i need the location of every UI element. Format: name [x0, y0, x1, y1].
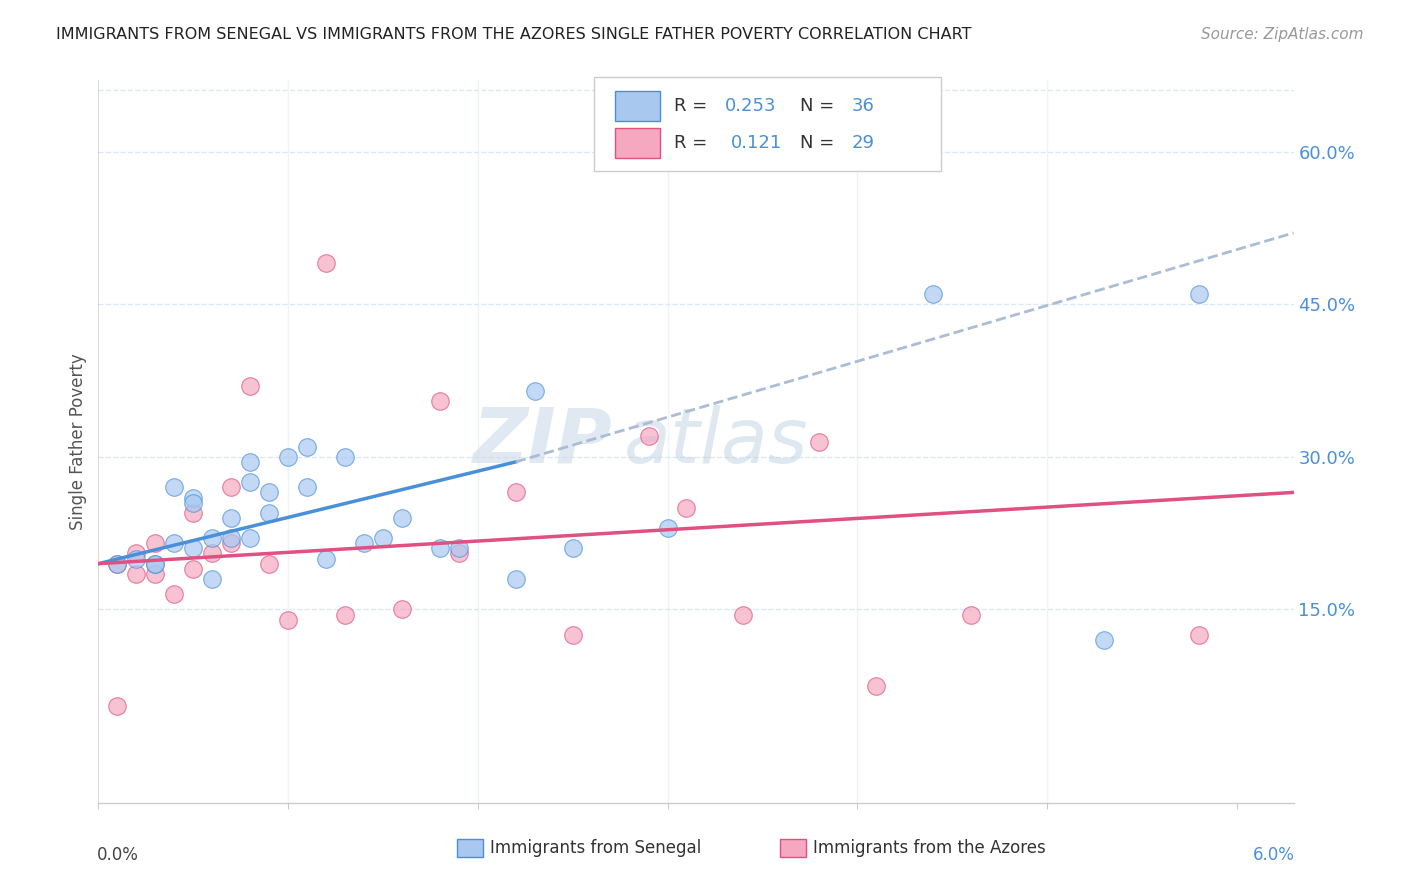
Point: [125, 566, 148, 581]
Point: [239, 378, 262, 392]
Point: [333, 450, 356, 464]
Text: 29: 29: [852, 134, 875, 153]
FancyBboxPatch shape: [595, 77, 941, 170]
Point: [163, 480, 186, 494]
Point: [239, 531, 262, 545]
Point: [181, 541, 204, 556]
Point: [429, 393, 451, 408]
Point: [371, 531, 394, 545]
Point: [181, 562, 204, 576]
Point: [239, 475, 262, 490]
Point: [125, 551, 148, 566]
Point: [257, 557, 280, 571]
Y-axis label: Single Father Poverty: Single Father Poverty: [69, 353, 87, 530]
Text: 0.253: 0.253: [724, 97, 776, 115]
Point: [333, 607, 356, 622]
Point: [808, 434, 831, 449]
Point: [315, 551, 337, 566]
Point: [675, 500, 697, 515]
Point: [105, 557, 128, 571]
Point: [315, 256, 337, 270]
Text: ZIP: ZIP: [472, 405, 613, 478]
Text: 0.121: 0.121: [731, 134, 782, 153]
Point: [125, 546, 148, 560]
Text: Source: ZipAtlas.com: Source: ZipAtlas.com: [1201, 27, 1364, 42]
Point: [447, 541, 470, 556]
Point: [105, 699, 128, 714]
Point: [143, 566, 166, 581]
Point: [1188, 287, 1211, 301]
Text: atlas: atlas: [624, 405, 808, 478]
Point: [201, 546, 224, 560]
Point: [163, 536, 186, 550]
Point: [257, 506, 280, 520]
Point: [523, 384, 546, 398]
Point: [505, 485, 527, 500]
Bar: [614, 91, 661, 121]
Point: [657, 521, 679, 535]
Point: [105, 557, 128, 571]
Point: [163, 587, 186, 601]
Point: [1188, 628, 1211, 642]
Point: [960, 607, 983, 622]
Text: 36: 36: [852, 97, 875, 115]
Bar: [457, 838, 484, 857]
Point: [733, 607, 755, 622]
Point: [143, 536, 166, 550]
Point: [353, 536, 375, 550]
Point: [770, 154, 793, 169]
Text: R =: R =: [675, 134, 720, 153]
Point: [865, 679, 887, 693]
Point: [219, 536, 242, 550]
Point: [219, 511, 242, 525]
Point: [219, 531, 242, 545]
Point: [181, 495, 204, 509]
Text: 0.0%: 0.0%: [97, 847, 139, 864]
Text: Immigrants from the Azores: Immigrants from the Azores: [813, 839, 1046, 857]
Point: [239, 455, 262, 469]
Point: [561, 628, 583, 642]
Point: [295, 480, 318, 494]
Point: [429, 541, 451, 556]
Point: [295, 440, 318, 454]
Text: N =: N =: [800, 97, 839, 115]
Point: [181, 506, 204, 520]
Text: IMMIGRANTS FROM SENEGAL VS IMMIGRANTS FROM THE AZORES SINGLE FATHER POVERTY CORR: IMMIGRANTS FROM SENEGAL VS IMMIGRANTS FR…: [56, 27, 972, 42]
Bar: [779, 838, 806, 857]
Point: [201, 531, 224, 545]
Point: [637, 429, 659, 443]
Point: [1092, 632, 1115, 647]
Point: [391, 511, 413, 525]
Point: [391, 602, 413, 616]
Bar: [614, 128, 661, 158]
Point: [201, 572, 224, 586]
Point: [277, 613, 299, 627]
Text: 6.0%: 6.0%: [1253, 847, 1295, 864]
Point: [447, 546, 470, 560]
Point: [143, 557, 166, 571]
Point: [143, 557, 166, 571]
Point: [181, 491, 204, 505]
Point: [922, 287, 945, 301]
Text: Immigrants from Senegal: Immigrants from Senegal: [491, 839, 702, 857]
Point: [561, 541, 583, 556]
Text: R =: R =: [675, 97, 713, 115]
Text: N =: N =: [800, 134, 839, 153]
Point: [257, 485, 280, 500]
Point: [219, 480, 242, 494]
Point: [277, 450, 299, 464]
Point: [505, 572, 527, 586]
